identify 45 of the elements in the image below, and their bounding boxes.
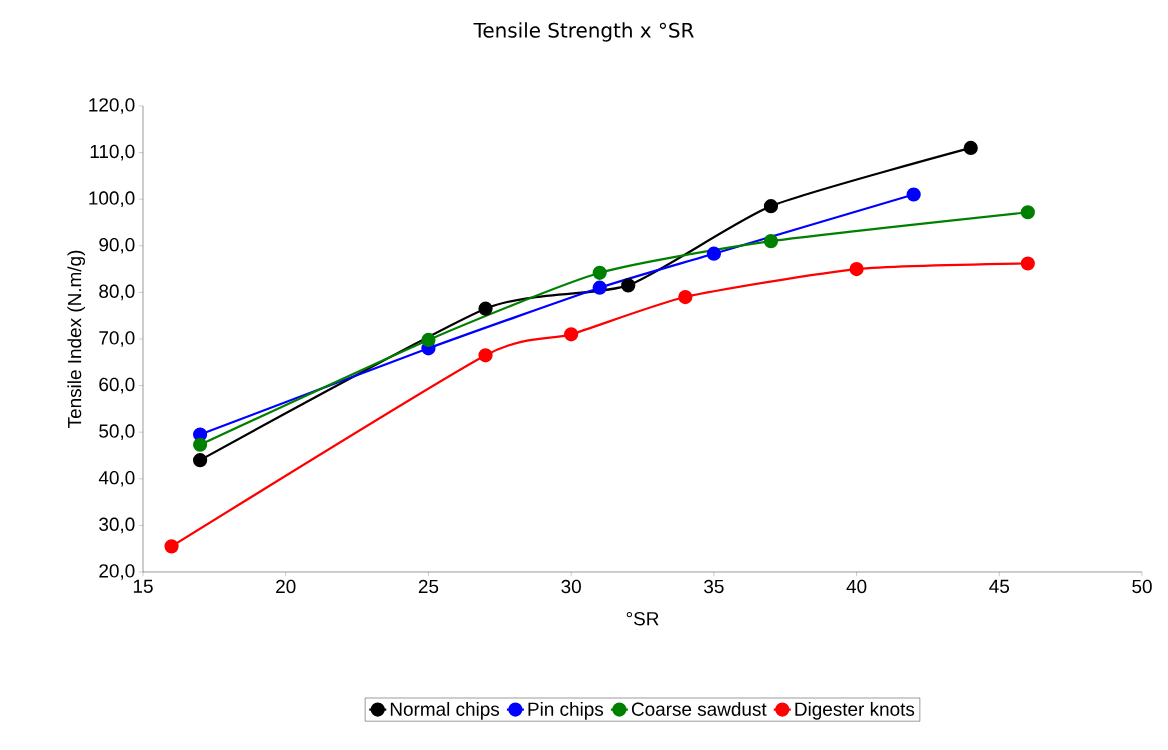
point (421, 332, 436, 348)
x-tick-label: 30 (561, 579, 581, 594)
legend-label: Normal chips (390, 701, 500, 720)
x-tick-label: 15 (133, 579, 153, 593)
point (592, 265, 607, 280)
point (1020, 205, 1035, 220)
point (963, 140, 978, 156)
y-tick-label: 20,0 (99, 564, 135, 580)
y-tick-label: 50,0 (99, 424, 135, 440)
y-tick-label: 30,0 (99, 517, 135, 534)
x-axis-title: °SR (626, 612, 659, 626)
x-tick-label: 25 (418, 579, 439, 594)
x-tick-label: 40 (846, 579, 867, 594)
point (906, 187, 921, 202)
point (192, 437, 208, 452)
x-tick-label: 35 (704, 579, 724, 594)
point (478, 348, 493, 363)
y-axis-title: Tensile Index (N.m/g) (67, 250, 86, 428)
y-tick-label: 110,0 (90, 144, 135, 161)
point (192, 453, 208, 468)
point (763, 234, 779, 249)
y-tick-label: 70,0 (99, 331, 135, 347)
chart-title: Tensile Strength x °SR (473, 22, 694, 42)
legend-label: Digester knots (795, 701, 915, 720)
y-tick-label: 100,0 (89, 191, 135, 207)
point (763, 199, 779, 214)
x-tick-label: 20 (276, 579, 296, 594)
x-tick-label: 45 (989, 579, 1010, 593)
point (678, 289, 693, 305)
y-tick-label: 80,0 (99, 284, 135, 301)
legend-label: Pin chips (528, 701, 604, 720)
point (849, 261, 864, 277)
y-tick-label: 90,0 (99, 237, 135, 254)
point (1020, 256, 1035, 271)
point (621, 278, 636, 293)
y-tick-label: 40,0 (98, 470, 135, 487)
legend-label: Coarse sawdust (631, 701, 767, 716)
x-tick-label: 50 (1132, 579, 1152, 594)
point (706, 246, 721, 261)
point (164, 539, 179, 554)
y-tick-label: 60,0 (99, 377, 135, 394)
y-tick-label: 120,0 (89, 98, 135, 114)
point (592, 280, 607, 295)
point (564, 327, 579, 342)
point (478, 301, 493, 316)
